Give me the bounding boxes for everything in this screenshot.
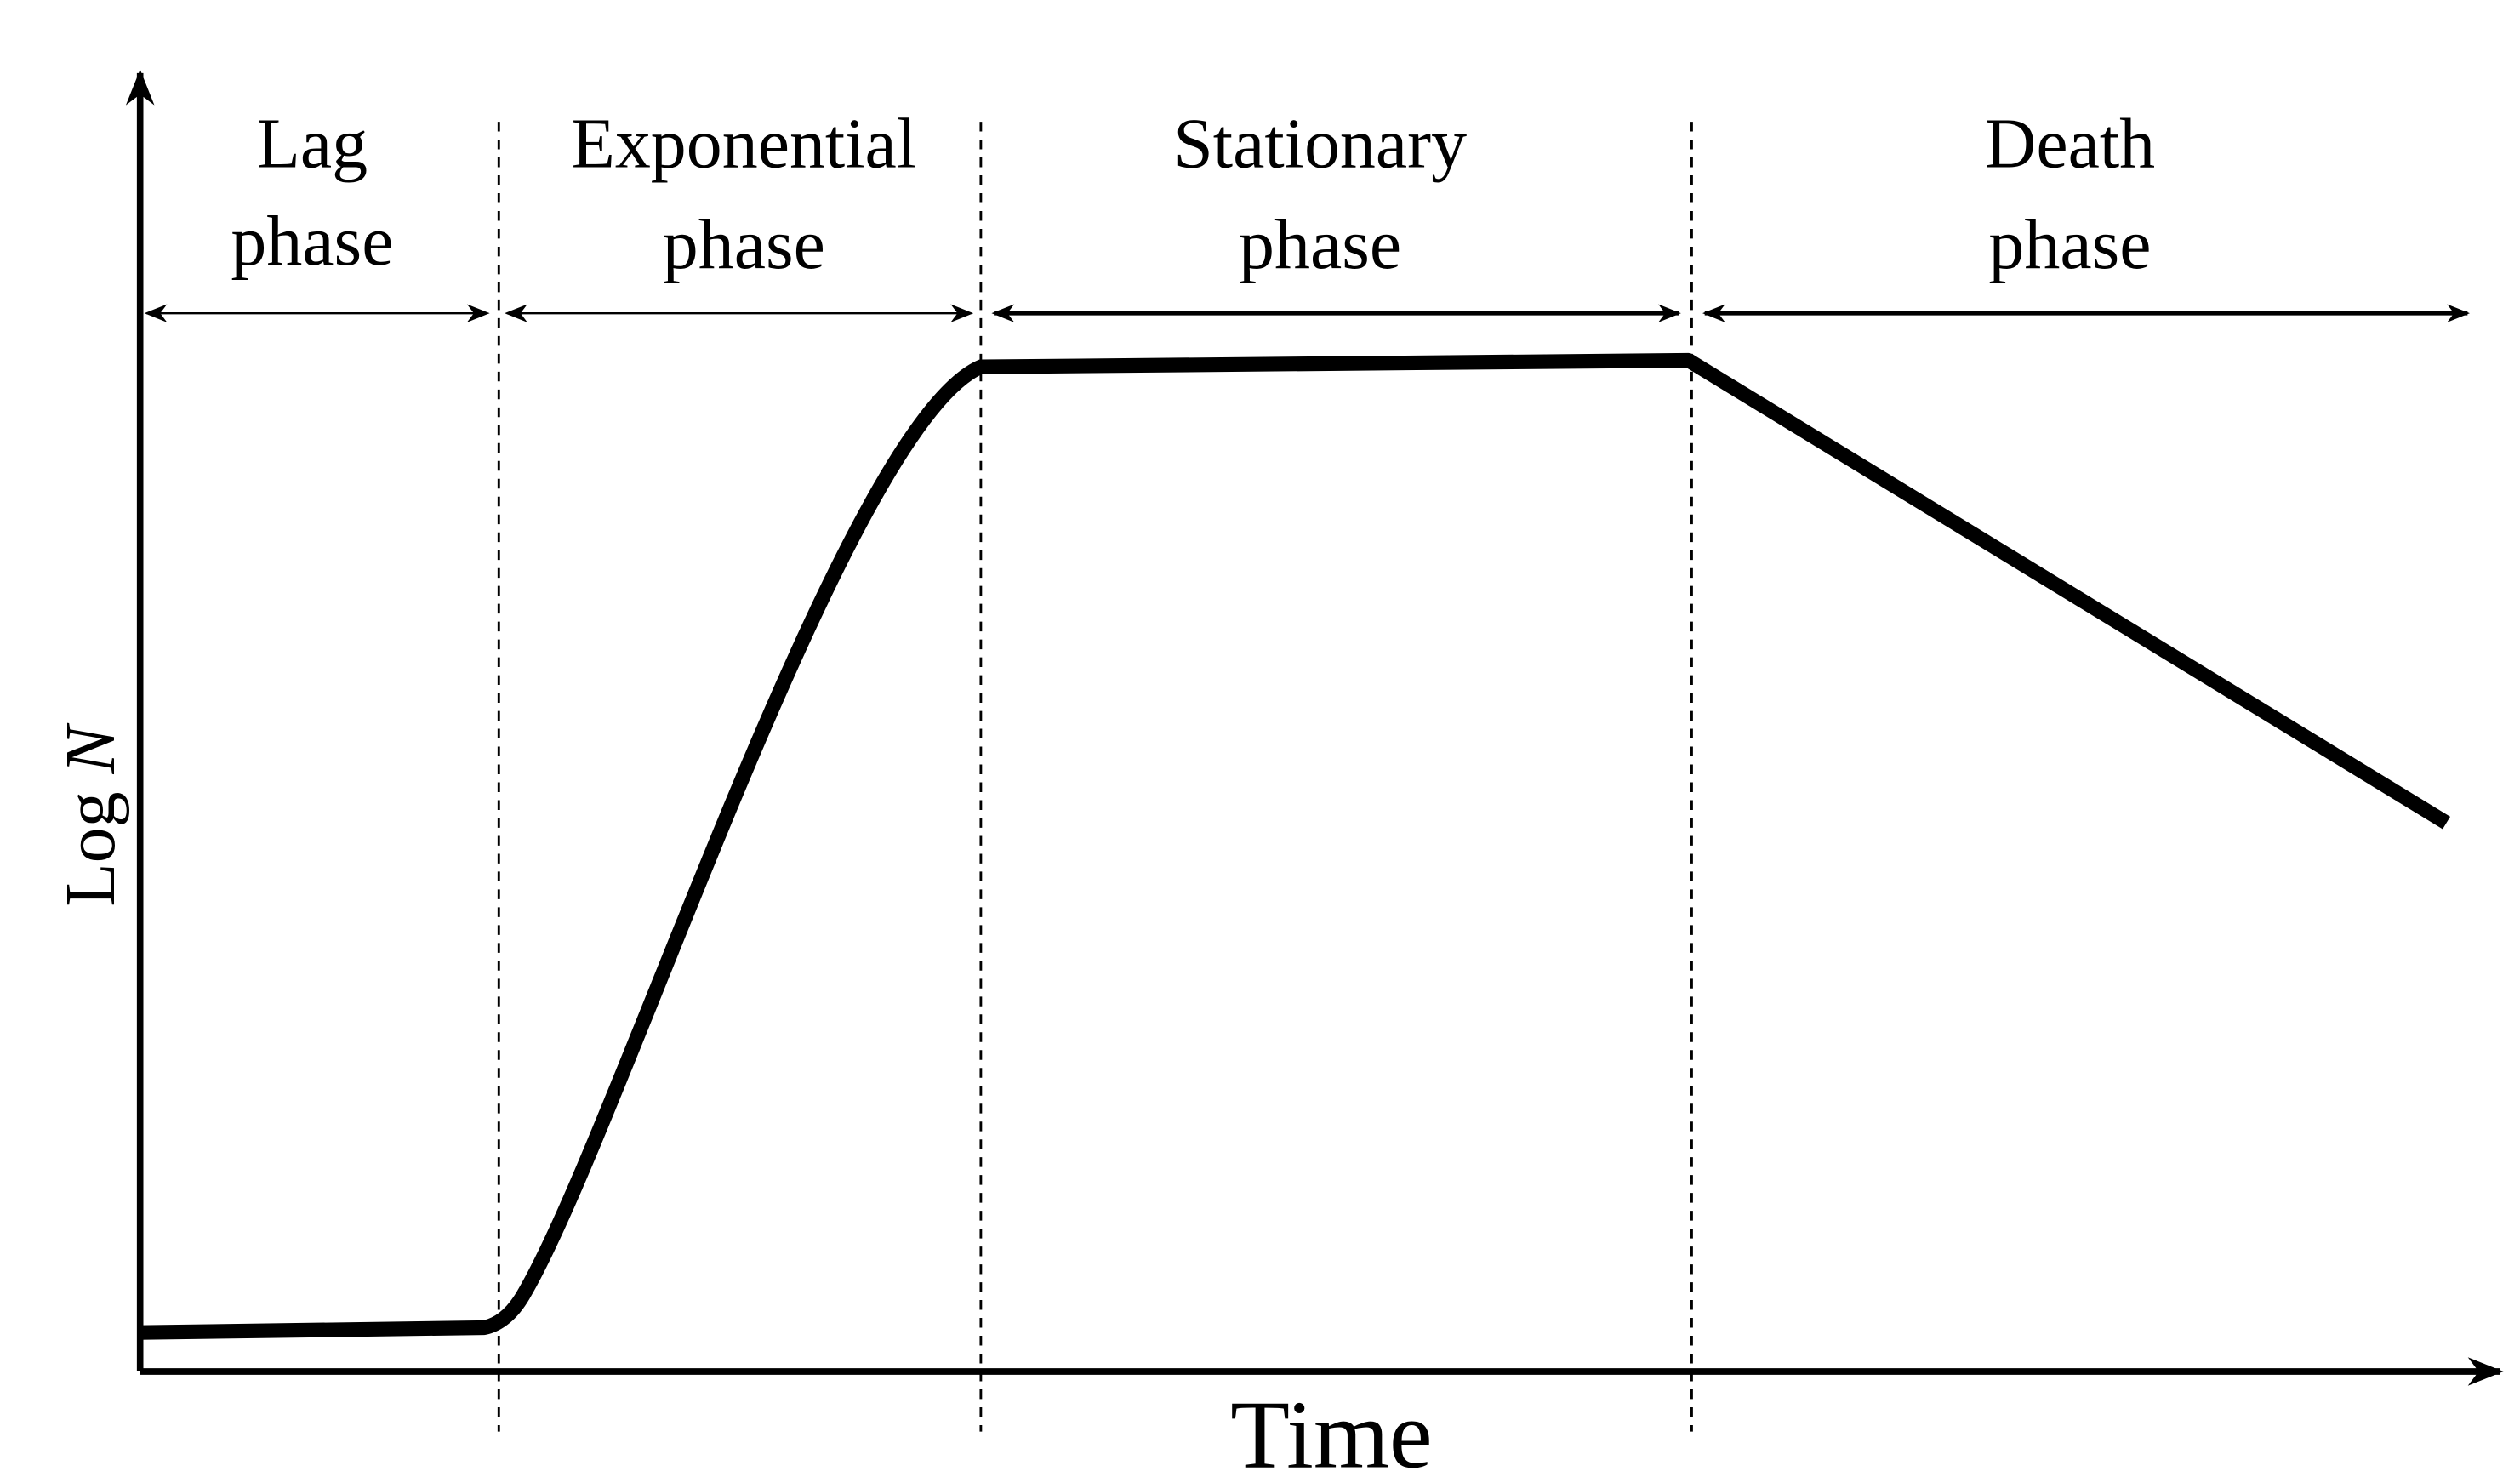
phase-label: phase [1988, 205, 2151, 284]
phase-label: phase [1239, 205, 1401, 284]
y-axis-label-text: Log [51, 791, 130, 906]
y-axis-label-variable: N [51, 722, 130, 774]
phase-label: Exponential [572, 104, 917, 183]
phase-label: Stationary [1173, 104, 1467, 183]
phase-label: phase [231, 202, 393, 281]
phase-separators [497, 122, 1693, 1432]
phase-label: Lag [257, 104, 368, 183]
x-axis-label: Time [1230, 1381, 1433, 1477]
phase-label: phase [663, 205, 825, 284]
y-axis-label: Log N [51, 722, 130, 906]
phase-label: Death [1985, 104, 2155, 183]
growth-curve [140, 352, 2450, 1340]
